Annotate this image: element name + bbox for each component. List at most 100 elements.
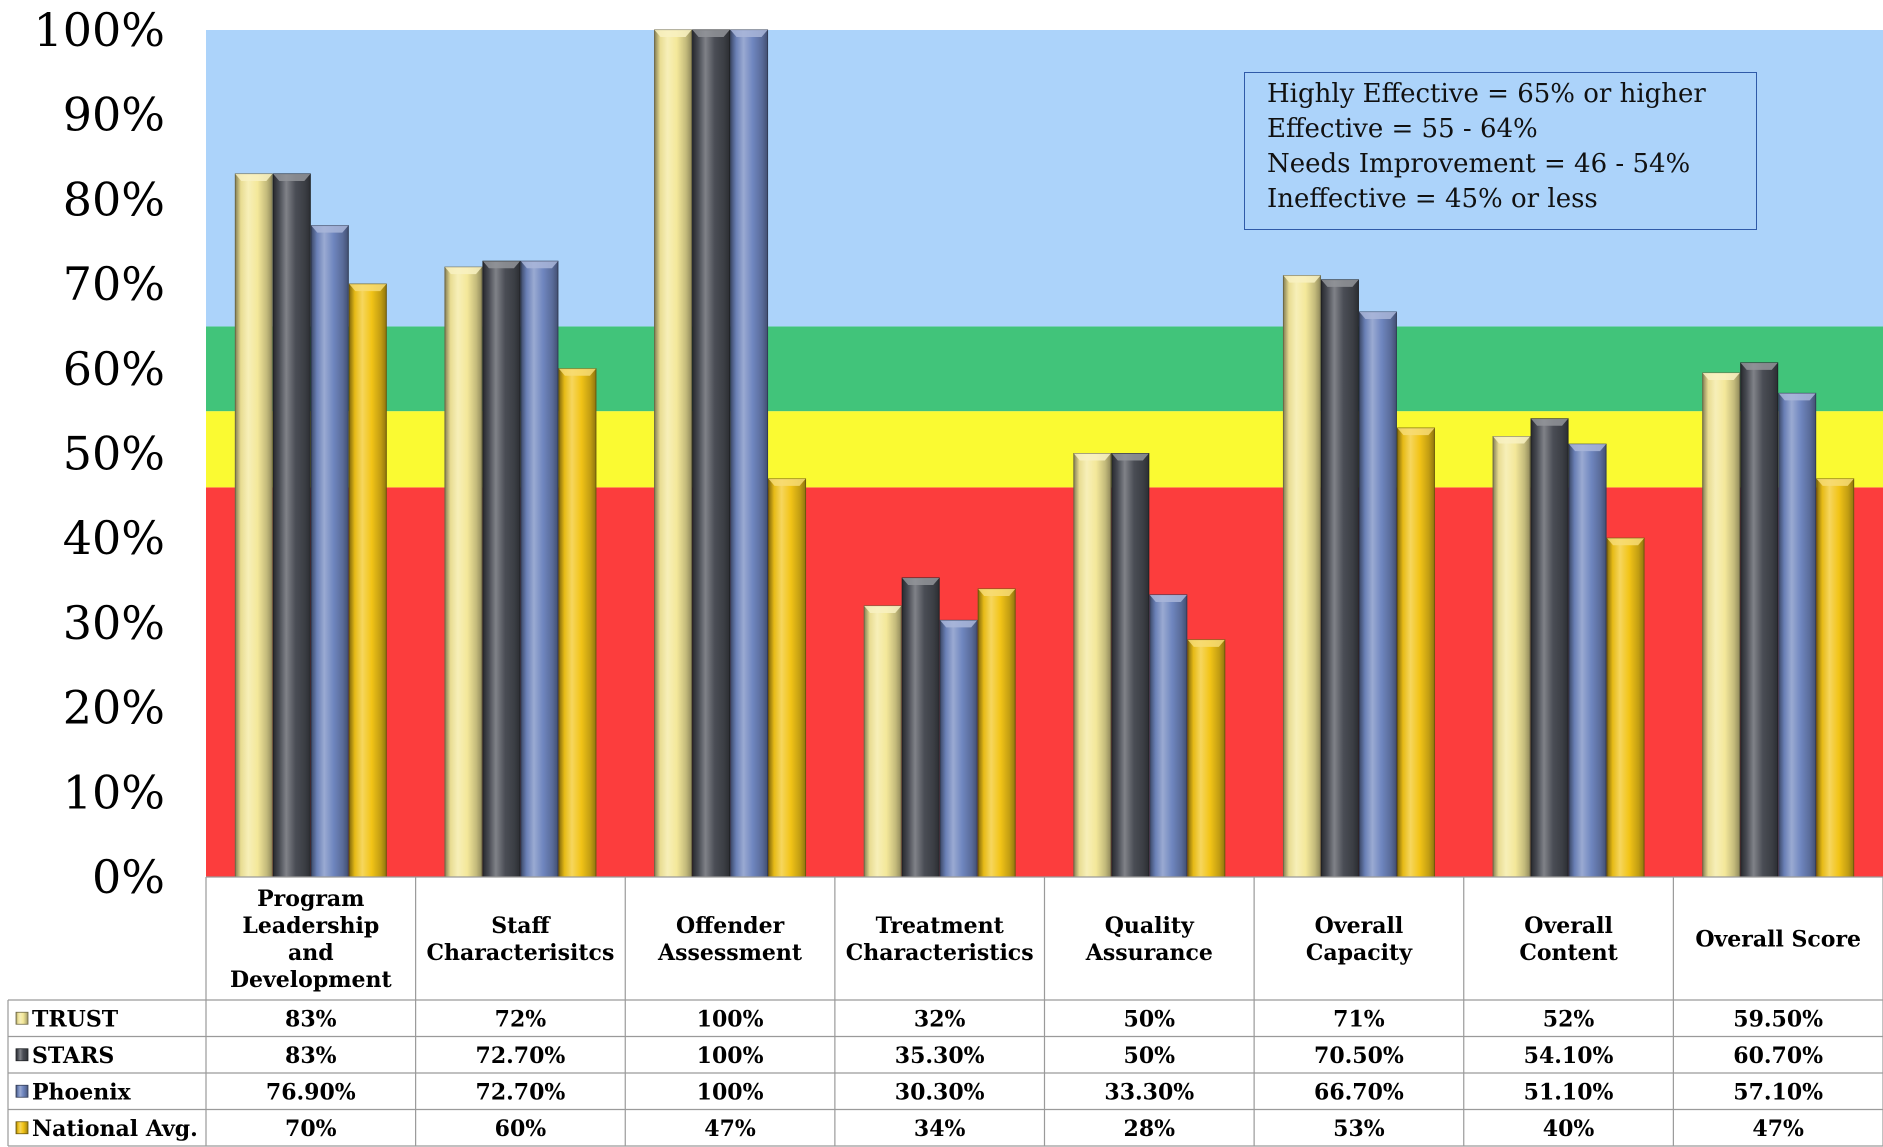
y-tick-label: 60% [63,342,165,396]
legend-line-needs-improvement: Needs Improvement = 46 - 54% [1267,149,1691,179]
bar [1606,537,1645,878]
series-name-label: STARS [32,1043,114,1069]
data-table-cell: 66.70% [1314,1079,1404,1105]
data-table-cell: 32% [914,1006,966,1032]
bar [482,260,521,878]
y-axis: 0% 10% 20% 30% 40% 50% 60% 70% 80% 90% 100% [33,3,165,904]
bar [1149,594,1188,878]
series-name-label: Phoenix [32,1079,132,1105]
data-table-cell: 47% [704,1116,756,1142]
data-table-cell: 57.10% [1733,1079,1823,1105]
data-table-cell: 50% [1124,1006,1176,1032]
data-table-cell: 59.50% [1733,1006,1823,1032]
bar [444,266,483,878]
data-table-cell: 54.10% [1524,1043,1614,1069]
data-table-cell: 100% [697,1043,764,1069]
series-key-marker [15,1084,29,1098]
data-table: Program Leadership and Development Staff Char… [7,876,1883,1147]
data-table-cell: 53% [1333,1116,1385,1142]
bar [310,225,349,878]
data-table-cell: 70.50% [1314,1043,1404,1069]
data-table-cell: 30.30% [895,1079,985,1105]
data-table-cell: 60% [495,1116,547,1142]
bar [1358,311,1397,878]
bar [1492,436,1531,878]
y-tick-label: 90% [63,88,165,142]
data-table-cell: 47% [1752,1116,1804,1142]
y-tick-label: 100% [33,3,165,57]
series-key-marker [15,1121,29,1135]
bar [558,368,597,878]
y-tick-label: 40% [63,511,165,565]
series-name-label: National Avg. [32,1116,198,1142]
y-tick-label: 0% [92,850,165,904]
bar [234,173,273,878]
x-category-label: Staff Characterisitcs [427,913,615,966]
bar [520,260,559,878]
data-table-cell: 100% [697,1079,764,1105]
data-table-cell: 52% [1543,1006,1595,1032]
y-tick-label: 20% [63,681,165,735]
x-category-label: Offender Assessment [657,913,803,966]
x-category-label: Overall Content [1519,913,1618,966]
legend-line-ineffective: Ineffective = 45% or less [1267,184,1598,214]
series-name-label: TRUST [32,1006,119,1032]
effectiveness-legend: Highly Effective = 65% or higher Effecti… [1244,72,1757,230]
x-category-label: Overall Capacity [1306,913,1413,966]
bar [1282,275,1321,878]
bar [768,478,807,878]
bar [1111,453,1150,878]
bar [939,619,978,878]
legend-line-highly-effective: Highly Effective = 65% or higher [1267,79,1706,109]
bar [348,283,387,878]
data-table-cell: 100% [697,1006,764,1032]
data-table-cell: 60.70% [1733,1043,1823,1069]
data-table-cell: 83% [285,1006,337,1032]
bar [1778,392,1817,878]
y-tick-label: 10% [63,765,165,819]
legend-line-effective: Effective = 55 - 64% [1267,114,1538,144]
series-key-marker [15,1048,29,1062]
bar [1568,443,1607,878]
bar [1530,418,1569,878]
data-table-cell: 40% [1543,1116,1595,1142]
bar [1073,453,1112,878]
x-category-label: Program Leadership and Development [230,886,393,993]
bar-series [234,29,1855,878]
bar [654,29,693,878]
bar [977,588,1016,878]
x-category-label: Treatment Characteristics [846,913,1034,966]
data-table-cell: 33.30% [1104,1079,1194,1105]
bar [1816,478,1855,878]
bar [863,605,902,878]
data-table-cell: 70% [285,1116,337,1142]
data-table-cell: 50% [1124,1043,1176,1069]
data-table-cell: 28% [1124,1116,1176,1142]
bar [1320,279,1359,878]
bar [272,173,311,878]
bar [1187,639,1226,878]
data-table-cell: 76.90% [266,1079,356,1105]
bar [1702,372,1741,878]
y-tick-label: 50% [63,427,165,481]
series-key-marker [15,1011,29,1025]
data-table-cell: 72% [495,1006,547,1032]
data-table-cell: 51.10% [1524,1079,1614,1105]
data-table-cell: 35.30% [895,1043,985,1069]
bar [1396,427,1435,878]
bar [901,577,940,878]
data-table-cell: 71% [1333,1006,1385,1032]
bar [1740,362,1779,878]
y-tick-label: 70% [63,257,165,311]
y-tick-label: 80% [63,172,165,226]
data-table-cell: 72.70% [476,1079,566,1105]
data-table-cell: 72.70% [476,1043,566,1069]
data-table-cell: 34% [914,1116,966,1142]
bar [692,29,731,878]
x-category-label: Quality Assurance [1085,913,1213,966]
bar [730,29,769,878]
x-category-label: Overall Score [1695,927,1861,953]
data-table-cell: 83% [285,1043,337,1069]
y-tick-label: 30% [63,596,165,650]
